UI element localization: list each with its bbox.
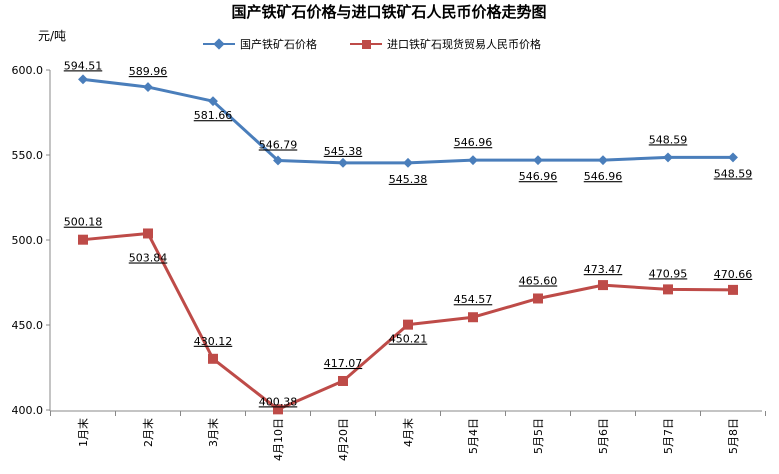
data-label: 470.66 — [714, 268, 753, 281]
x-tick-label: 5月6日 — [597, 418, 610, 454]
legend-label-domestic: 国产铁矿石价格 — [240, 37, 317, 51]
data-label: 400.38 — [259, 395, 298, 408]
data-point — [143, 228, 153, 239]
data-point — [468, 312, 478, 323]
data-label: 470.95 — [649, 267, 688, 280]
y-tick-label: 450.0 — [12, 319, 44, 332]
x-tick-label: 3月末 — [206, 418, 220, 447]
data-point — [273, 404, 283, 415]
data-label: 589.96 — [129, 65, 168, 78]
data-label: 581.66 — [194, 109, 233, 122]
y-tick-label: 600.0 — [12, 64, 44, 77]
x-tick-label: 5月7日 — [662, 418, 675, 454]
data-label: 500.18 — [64, 216, 103, 229]
y-axis: 600.0 550.0 500.0 450.0 400.0 — [12, 64, 51, 417]
data-point — [403, 319, 413, 330]
data-label: 450.21 — [389, 333, 428, 346]
legend-marker-domestic — [213, 38, 225, 50]
x-axis: 1月末 2月末 3月末 4月10日 4月20日 4月末 5月4日 5月5日 5月6日 5月7日 5月… — [50, 410, 766, 461]
data-point — [143, 82, 153, 93]
data-label: 545.38 — [389, 173, 428, 186]
data-label: 548.59 — [714, 167, 753, 180]
series-line-0 — [82, 77, 733, 165]
x-tick-label: 5月5日 — [532, 418, 545, 454]
data-label: 454.57 — [454, 293, 493, 306]
data-point — [208, 96, 218, 107]
y-axis-unit: 元/吨 — [38, 29, 66, 43]
data-point — [728, 152, 738, 163]
data-label: 430.12 — [194, 335, 233, 348]
chart-title: 国产铁矿石价格与进口铁矿石人民币价格走势图 — [231, 3, 546, 21]
data-label-layer: 594.51 589.96 581.66 546.79 545.38 545.38 546.… — [64, 59, 753, 408]
data-point — [78, 74, 88, 85]
x-tick-label: 1月末 — [76, 418, 90, 447]
legend-marker-import — [362, 40, 371, 49]
x-tick-label: 4月10日 — [272, 418, 285, 461]
data-point — [338, 375, 348, 386]
x-tick-marks — [50, 411, 766, 416]
x-tick-label: 4月末 — [401, 418, 415, 447]
data-label: 546.96 — [519, 170, 558, 183]
data-label: 546.79 — [259, 138, 298, 151]
data-label: 594.51 — [64, 59, 103, 72]
y-tick-label: 550.0 — [12, 149, 44, 162]
y-tick-label: 500.0 — [12, 234, 44, 247]
data-label: 545.38 — [324, 145, 363, 158]
y-tick-label: 400.0 — [12, 404, 44, 417]
data-point — [338, 157, 348, 168]
data-point — [728, 284, 738, 295]
data-label: 503.84 — [129, 251, 168, 264]
x-tick-label: 5月4日 — [467, 418, 480, 454]
data-label: 417.07 — [324, 357, 363, 370]
data-point — [403, 157, 413, 168]
data-point — [78, 234, 88, 245]
data-point — [663, 152, 673, 163]
data-label: 465.60 — [519, 274, 558, 287]
x-tick-label: 2月末 — [141, 418, 155, 447]
data-label: 473.47 — [584, 263, 623, 276]
data-point — [273, 155, 283, 166]
legend-item-domestic: 国产铁矿石价格 — [203, 37, 317, 51]
series-layer — [78, 74, 738, 415]
data-label: 546.96 — [454, 136, 493, 149]
data-point — [663, 284, 673, 295]
data-point — [533, 293, 543, 304]
x-tick-label: 5月8日 — [727, 418, 740, 454]
data-label: 546.96 — [584, 170, 623, 183]
data-label: 548.59 — [649, 133, 688, 146]
x-tick-labels: 1月末 2月末 3月末 4月10日 4月20日 4月末 5月4日 5月5日 5月6日 5月7日 5月… — [76, 418, 740, 461]
legend-item-import: 进口铁矿石现货贸易人民币价格 — [350, 37, 541, 51]
legend: 国产铁矿石价格 进口铁矿石现货贸易人民币价格 — [203, 37, 541, 51]
legend-label-import: 进口铁矿石现货贸易人民币价格 — [387, 37, 541, 51]
data-point — [598, 280, 608, 291]
data-point — [208, 353, 218, 364]
x-tick-label: 4月20日 — [337, 418, 350, 461]
data-point — [468, 155, 478, 166]
data-point — [533, 155, 543, 166]
data-point — [598, 155, 608, 166]
